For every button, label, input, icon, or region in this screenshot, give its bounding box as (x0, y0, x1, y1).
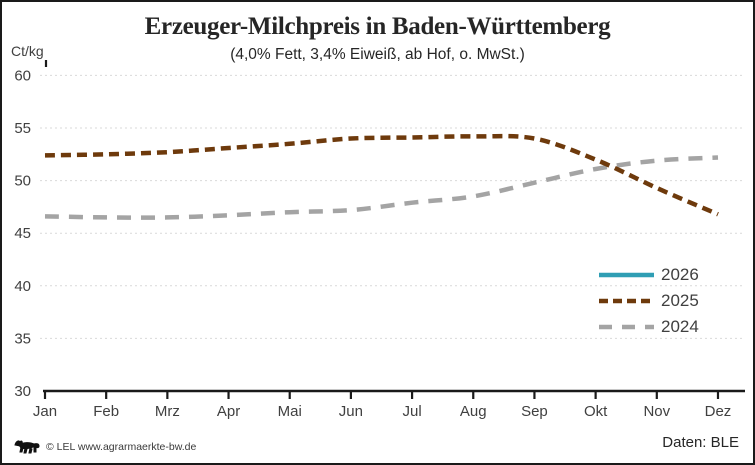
legend: 2026 2025 2024 (598, 262, 699, 340)
y-tick-label: 35 (14, 330, 31, 347)
x-tick-label: Apr (217, 403, 240, 420)
x-tick-label: Jul (402, 403, 421, 420)
x-tick-label: Jun (339, 403, 363, 420)
x-tick-label: Feb (93, 403, 119, 420)
y-tick-label: 40 (14, 278, 31, 295)
copyright-text: © LEL www.agrarmaerkte-bw.de (46, 440, 197, 453)
x-tick-label: Jan (33, 403, 57, 420)
y-tick-label: 30 (14, 383, 31, 400)
x-tick-label: Nov (643, 403, 670, 420)
legend-item-2026: 2026 (598, 262, 699, 288)
legend-line-sample-2026 (599, 272, 654, 278)
legend-item-2024: 2024 (598, 314, 699, 340)
staufer-lion-logo (14, 440, 40, 454)
footer-copyright: © LEL www.agrarmaerkte-bw.de (14, 439, 196, 454)
legend-label-2026: 2026 (661, 265, 699, 284)
y-tick-label: 45 (14, 225, 31, 242)
x-tick-label: Okt (584, 403, 608, 420)
y-axis-unit-label: Ct/kg (11, 43, 44, 59)
y-tick-label: 50 (14, 173, 31, 190)
legend-line-sample-2024 (599, 324, 654, 330)
x-tick-label: Mrz (155, 403, 180, 420)
x-tick-label: Sep (521, 403, 548, 420)
y-tick-label: 55 (14, 120, 31, 137)
series-line-2025 (44, 133, 719, 217)
series-line-2024 (44, 155, 719, 220)
data-source-label: Daten: BLE (662, 434, 739, 451)
chart-subtitle: (4,0% Fett, 3,4% Eiweiß, ab Hof, o. MwSt… (230, 46, 525, 63)
legend-line-sample-2025 (599, 298, 654, 304)
x-tick-label: Aug (460, 403, 487, 420)
y-tick-label: 60 (14, 67, 31, 84)
chart-title: Erzeuger-Milchpreis in Baden-Württemberg (144, 13, 611, 40)
x-tick-label: Dez (705, 403, 732, 420)
legend-label-2024: 2024 (661, 317, 699, 336)
x-tick-label: Mai (278, 403, 302, 420)
legend-item-2025: 2025 (598, 288, 699, 314)
legend-label-2025: 2025 (661, 291, 699, 310)
